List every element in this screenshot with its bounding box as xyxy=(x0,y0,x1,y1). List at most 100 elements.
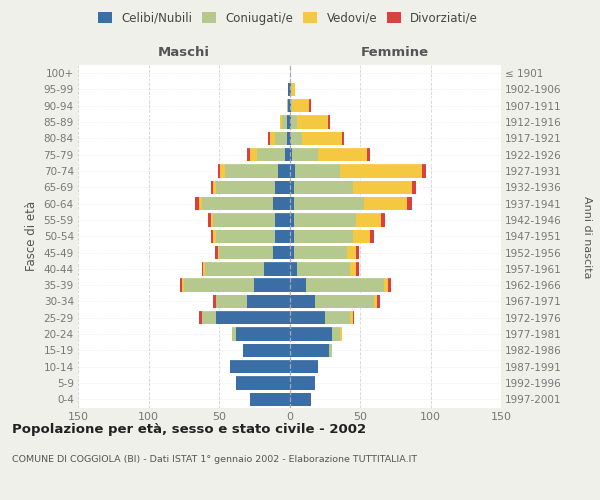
Bar xyxy=(290,246,294,259)
Legend: Celibi/Nubili, Coniugati/e, Vedovi/e, Divorziati/e: Celibi/Nubili, Coniugati/e, Vedovi/e, Di… xyxy=(93,7,483,30)
Bar xyxy=(328,116,331,129)
Bar xyxy=(280,116,283,129)
Bar xyxy=(236,328,290,341)
Bar xyxy=(214,230,216,243)
Bar xyxy=(290,164,295,177)
Bar xyxy=(347,246,356,259)
Bar xyxy=(412,180,416,194)
Bar xyxy=(370,230,374,243)
Bar xyxy=(216,295,247,308)
Text: COMUNE DI COGGIOLA (BI) - Dati ISTAT 1° gennaio 2002 - Elaborazione TUTTITALIA.I: COMUNE DI COGGIOLA (BI) - Dati ISTAT 1° … xyxy=(12,455,417,464)
Bar xyxy=(290,295,315,308)
Bar xyxy=(407,197,412,210)
Bar xyxy=(290,197,294,210)
Bar xyxy=(211,214,214,226)
Bar xyxy=(294,230,353,243)
Bar xyxy=(203,262,205,276)
Bar xyxy=(290,116,291,129)
Bar xyxy=(272,246,290,259)
Bar xyxy=(247,148,250,162)
Bar xyxy=(294,246,347,259)
Bar xyxy=(290,214,294,226)
Bar xyxy=(214,214,275,226)
Bar xyxy=(224,164,278,177)
Bar xyxy=(216,180,275,194)
Bar xyxy=(202,197,272,210)
Bar xyxy=(353,180,412,194)
Bar xyxy=(290,344,329,357)
Bar xyxy=(288,99,290,112)
Bar xyxy=(329,344,332,357)
Bar xyxy=(270,132,275,145)
Bar xyxy=(356,262,359,276)
Bar xyxy=(318,148,367,162)
Bar xyxy=(182,278,184,292)
Bar xyxy=(275,132,287,145)
Bar xyxy=(353,230,370,243)
Bar xyxy=(290,328,332,341)
Bar xyxy=(230,360,290,374)
Bar xyxy=(219,246,272,259)
Bar xyxy=(250,392,290,406)
Bar xyxy=(202,311,216,324)
Bar xyxy=(232,328,236,341)
Bar xyxy=(254,278,290,292)
Bar xyxy=(291,83,295,96)
Bar xyxy=(218,246,219,259)
Bar xyxy=(364,197,407,210)
Bar xyxy=(290,360,318,374)
Bar xyxy=(208,214,211,226)
Bar xyxy=(292,148,318,162)
Bar xyxy=(367,148,370,162)
Bar xyxy=(350,262,356,276)
Bar xyxy=(307,278,384,292)
Bar xyxy=(350,311,353,324)
Bar xyxy=(278,164,290,177)
Bar xyxy=(275,230,290,243)
Text: Popolazione per età, sesso e stato civile - 2002: Popolazione per età, sesso e stato civil… xyxy=(12,422,366,436)
Bar xyxy=(195,197,199,210)
Bar xyxy=(296,262,350,276)
Bar xyxy=(283,116,287,129)
Bar xyxy=(243,344,290,357)
Bar xyxy=(290,262,296,276)
Bar xyxy=(250,148,257,162)
Text: Femmine: Femmine xyxy=(361,46,430,60)
Bar xyxy=(356,214,381,226)
Bar xyxy=(216,311,290,324)
Bar xyxy=(285,148,290,162)
Bar xyxy=(236,376,290,390)
Bar xyxy=(290,83,291,96)
Y-axis label: Fasce di età: Fasce di età xyxy=(25,201,38,272)
Bar xyxy=(287,132,290,145)
Bar xyxy=(184,278,254,292)
Bar xyxy=(291,132,302,145)
Bar xyxy=(290,148,292,162)
Bar xyxy=(302,132,341,145)
Bar xyxy=(374,295,377,308)
Bar xyxy=(294,180,353,194)
Bar xyxy=(290,180,294,194)
Bar xyxy=(220,164,224,177)
Bar xyxy=(214,295,216,308)
Bar xyxy=(216,230,275,243)
Bar xyxy=(309,99,311,112)
Bar xyxy=(179,278,182,292)
Bar xyxy=(290,392,311,406)
Bar xyxy=(199,197,202,210)
Bar xyxy=(381,214,385,226)
Bar xyxy=(291,116,296,129)
Bar xyxy=(215,246,218,259)
Bar xyxy=(288,83,290,96)
Bar xyxy=(356,246,359,259)
Bar xyxy=(202,262,203,276)
Bar xyxy=(290,376,315,390)
Bar xyxy=(296,116,328,129)
Bar xyxy=(290,230,294,243)
Bar xyxy=(294,197,364,210)
Bar xyxy=(384,278,388,292)
Bar xyxy=(199,311,202,324)
Bar xyxy=(272,197,290,210)
Bar xyxy=(287,99,288,112)
Bar xyxy=(353,311,355,324)
